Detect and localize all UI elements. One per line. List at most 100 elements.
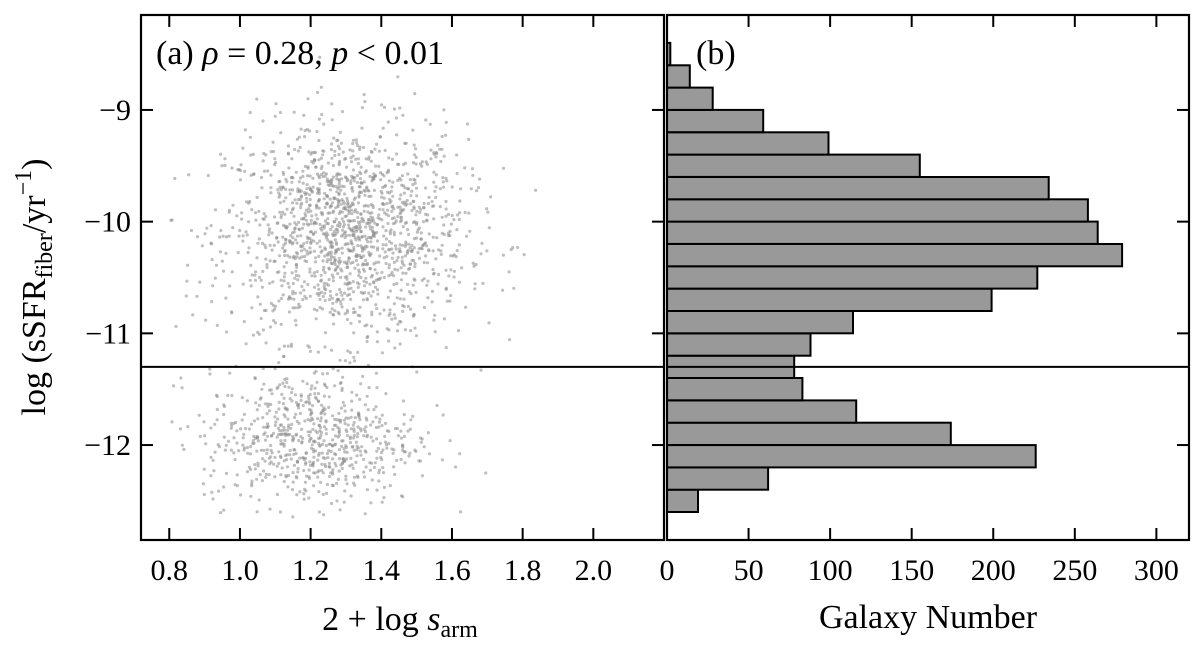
scatter-point xyxy=(395,281,399,286)
scatter-point xyxy=(406,248,410,252)
scatter-point xyxy=(281,402,285,406)
scatter-point xyxy=(270,248,274,252)
scatter-point xyxy=(244,230,248,234)
scatter-point xyxy=(351,142,355,146)
scatter-point xyxy=(375,456,379,460)
scatter-point xyxy=(436,282,440,286)
scatter-point xyxy=(227,234,231,238)
scatter-point xyxy=(314,317,318,321)
scatter-point xyxy=(277,407,281,411)
scatter-point xyxy=(340,246,344,250)
scatter-point xyxy=(381,448,385,452)
scatter-point xyxy=(260,186,264,190)
scatter-point xyxy=(262,212,266,216)
scatter-point xyxy=(431,235,435,239)
scatter-point xyxy=(298,176,303,180)
scatter-point xyxy=(265,425,270,429)
scatter-point xyxy=(337,185,341,189)
scatter-point xyxy=(291,281,295,286)
scatter-point xyxy=(322,439,326,443)
scatter-point xyxy=(370,478,374,482)
scatter-point xyxy=(375,488,379,492)
scatter-point xyxy=(186,425,190,429)
scatter-point xyxy=(385,202,389,206)
scatter-point xyxy=(398,106,402,110)
scatter-point xyxy=(312,285,317,289)
scatter-point xyxy=(393,267,397,271)
scatter-point xyxy=(399,178,403,182)
scatter-point xyxy=(320,468,324,473)
scatter-point xyxy=(280,428,284,433)
scatter-point xyxy=(255,477,259,481)
x-tick-label: 0.8 xyxy=(151,554,189,587)
histogram-bar xyxy=(666,399,858,424)
scatter-point xyxy=(396,268,400,272)
scatter-point xyxy=(237,234,241,238)
scatter-point xyxy=(359,275,363,280)
scatter-point xyxy=(375,330,379,334)
scatter-point xyxy=(256,417,260,421)
scatter-point xyxy=(359,244,363,248)
scatter-point xyxy=(322,226,326,230)
scatter-point xyxy=(310,274,314,278)
scatter-point xyxy=(330,262,334,266)
scatter-point xyxy=(441,176,445,180)
scatter-point xyxy=(264,246,268,250)
scatter-point xyxy=(463,210,467,215)
scatter-point xyxy=(305,474,309,478)
scatter-point xyxy=(404,240,408,244)
scatter-point xyxy=(303,191,307,195)
scatter-point xyxy=(333,220,337,224)
scatter-point xyxy=(285,458,289,462)
scatter-point xyxy=(415,209,419,213)
scatter-point xyxy=(247,220,251,224)
scatter-point xyxy=(335,174,339,178)
scatter-point xyxy=(331,301,335,305)
scatter-point xyxy=(400,183,404,187)
scatter-point xyxy=(262,425,266,429)
scatter-point xyxy=(315,241,319,245)
scatter-point xyxy=(338,358,342,362)
scatter-point xyxy=(363,100,367,104)
scatter-point xyxy=(403,244,407,248)
scatter-point xyxy=(323,412,327,416)
scatter-point xyxy=(229,426,233,430)
scatter-point xyxy=(395,152,399,156)
scatter-point xyxy=(372,188,376,192)
panel-a: −9−10−11−12 0.8 1.0 1.2 1.4 1.6 1.8 2.0 (a) ρ … xyxy=(11,13,1189,643)
scatter-point xyxy=(353,208,358,212)
scatter-point xyxy=(293,227,297,231)
x-tick-label-b: 200 xyxy=(971,554,1016,587)
scatter-point xyxy=(420,278,424,282)
scatter-point xyxy=(312,455,316,459)
scatter-point xyxy=(235,214,239,218)
scatter-point xyxy=(182,447,186,451)
scatter-point xyxy=(406,187,410,191)
scatter-point xyxy=(355,281,359,285)
scatter-point xyxy=(277,347,281,351)
scatter-point xyxy=(390,185,394,189)
scatter-point xyxy=(435,236,439,240)
scatter-point xyxy=(326,161,330,165)
scatter-point xyxy=(372,245,376,249)
scatter-point xyxy=(359,172,363,176)
scatter-point xyxy=(356,432,360,436)
scatter-point xyxy=(365,323,369,327)
scatter-point xyxy=(414,155,418,159)
scatter-point xyxy=(334,250,338,254)
scatter-point xyxy=(325,201,329,205)
scatter-point xyxy=(359,255,363,259)
scatter-point xyxy=(432,170,436,174)
scatter-point xyxy=(394,244,398,248)
scatter-point xyxy=(306,344,310,348)
scatter-point xyxy=(449,268,453,272)
scatter-point xyxy=(352,448,356,452)
scatter-point xyxy=(254,401,258,405)
scatter-point xyxy=(270,451,274,455)
scatter-point xyxy=(282,199,286,203)
scatter-point xyxy=(371,439,375,443)
scatter-point xyxy=(409,329,413,333)
scatter-point xyxy=(473,282,477,286)
scatter-point xyxy=(431,249,435,253)
scatter-point xyxy=(345,293,350,297)
